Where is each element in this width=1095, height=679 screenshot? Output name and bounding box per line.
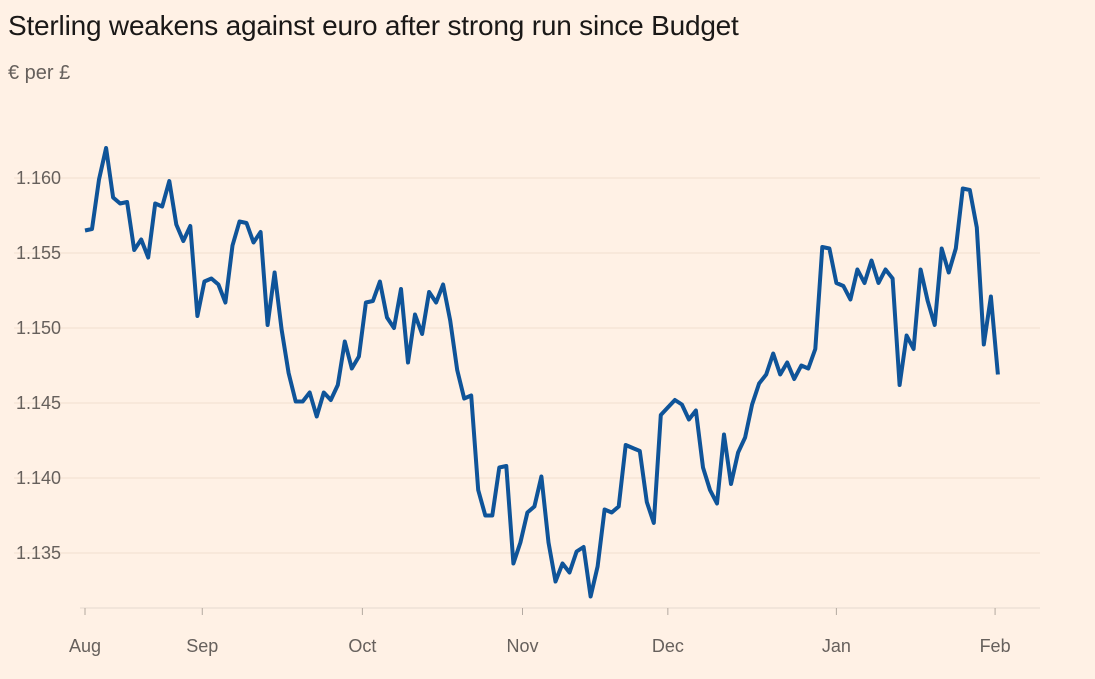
y-tick-label: 1.155 — [16, 243, 61, 263]
x-tick-label: Feb — [980, 636, 1011, 656]
chart-title: Sterling weakens against euro after stro… — [8, 10, 739, 41]
x-tick-label: Dec — [652, 636, 684, 656]
x-tick-label: Oct — [348, 636, 376, 656]
y-axis: 1.160 1.155 1.150 1.145 1.140 1.135 — [16, 168, 61, 563]
y-tick-label: 1.135 — [16, 543, 61, 563]
gridlines — [14, 177, 1040, 554]
y-tick-label: 1.145 — [16, 393, 61, 413]
series-line-eur-per-gbp — [84, 146, 1000, 599]
y-axis-unit-label: € per £ — [8, 62, 71, 84]
y-tick-label: 1.140 — [16, 468, 61, 488]
y-tick-label: 1.150 — [16, 318, 61, 338]
x-axis: Aug Sep Oct Nov Dec Jan Feb — [69, 607, 1040, 656]
x-tick-label: Sep — [186, 636, 218, 656]
y-tick-label: 1.160 — [16, 168, 61, 188]
series-layer — [84, 146, 1000, 599]
x-tick-label: Jan — [822, 636, 851, 656]
x-tick-label: Aug — [69, 636, 101, 656]
x-tick-label: Nov — [506, 636, 538, 656]
